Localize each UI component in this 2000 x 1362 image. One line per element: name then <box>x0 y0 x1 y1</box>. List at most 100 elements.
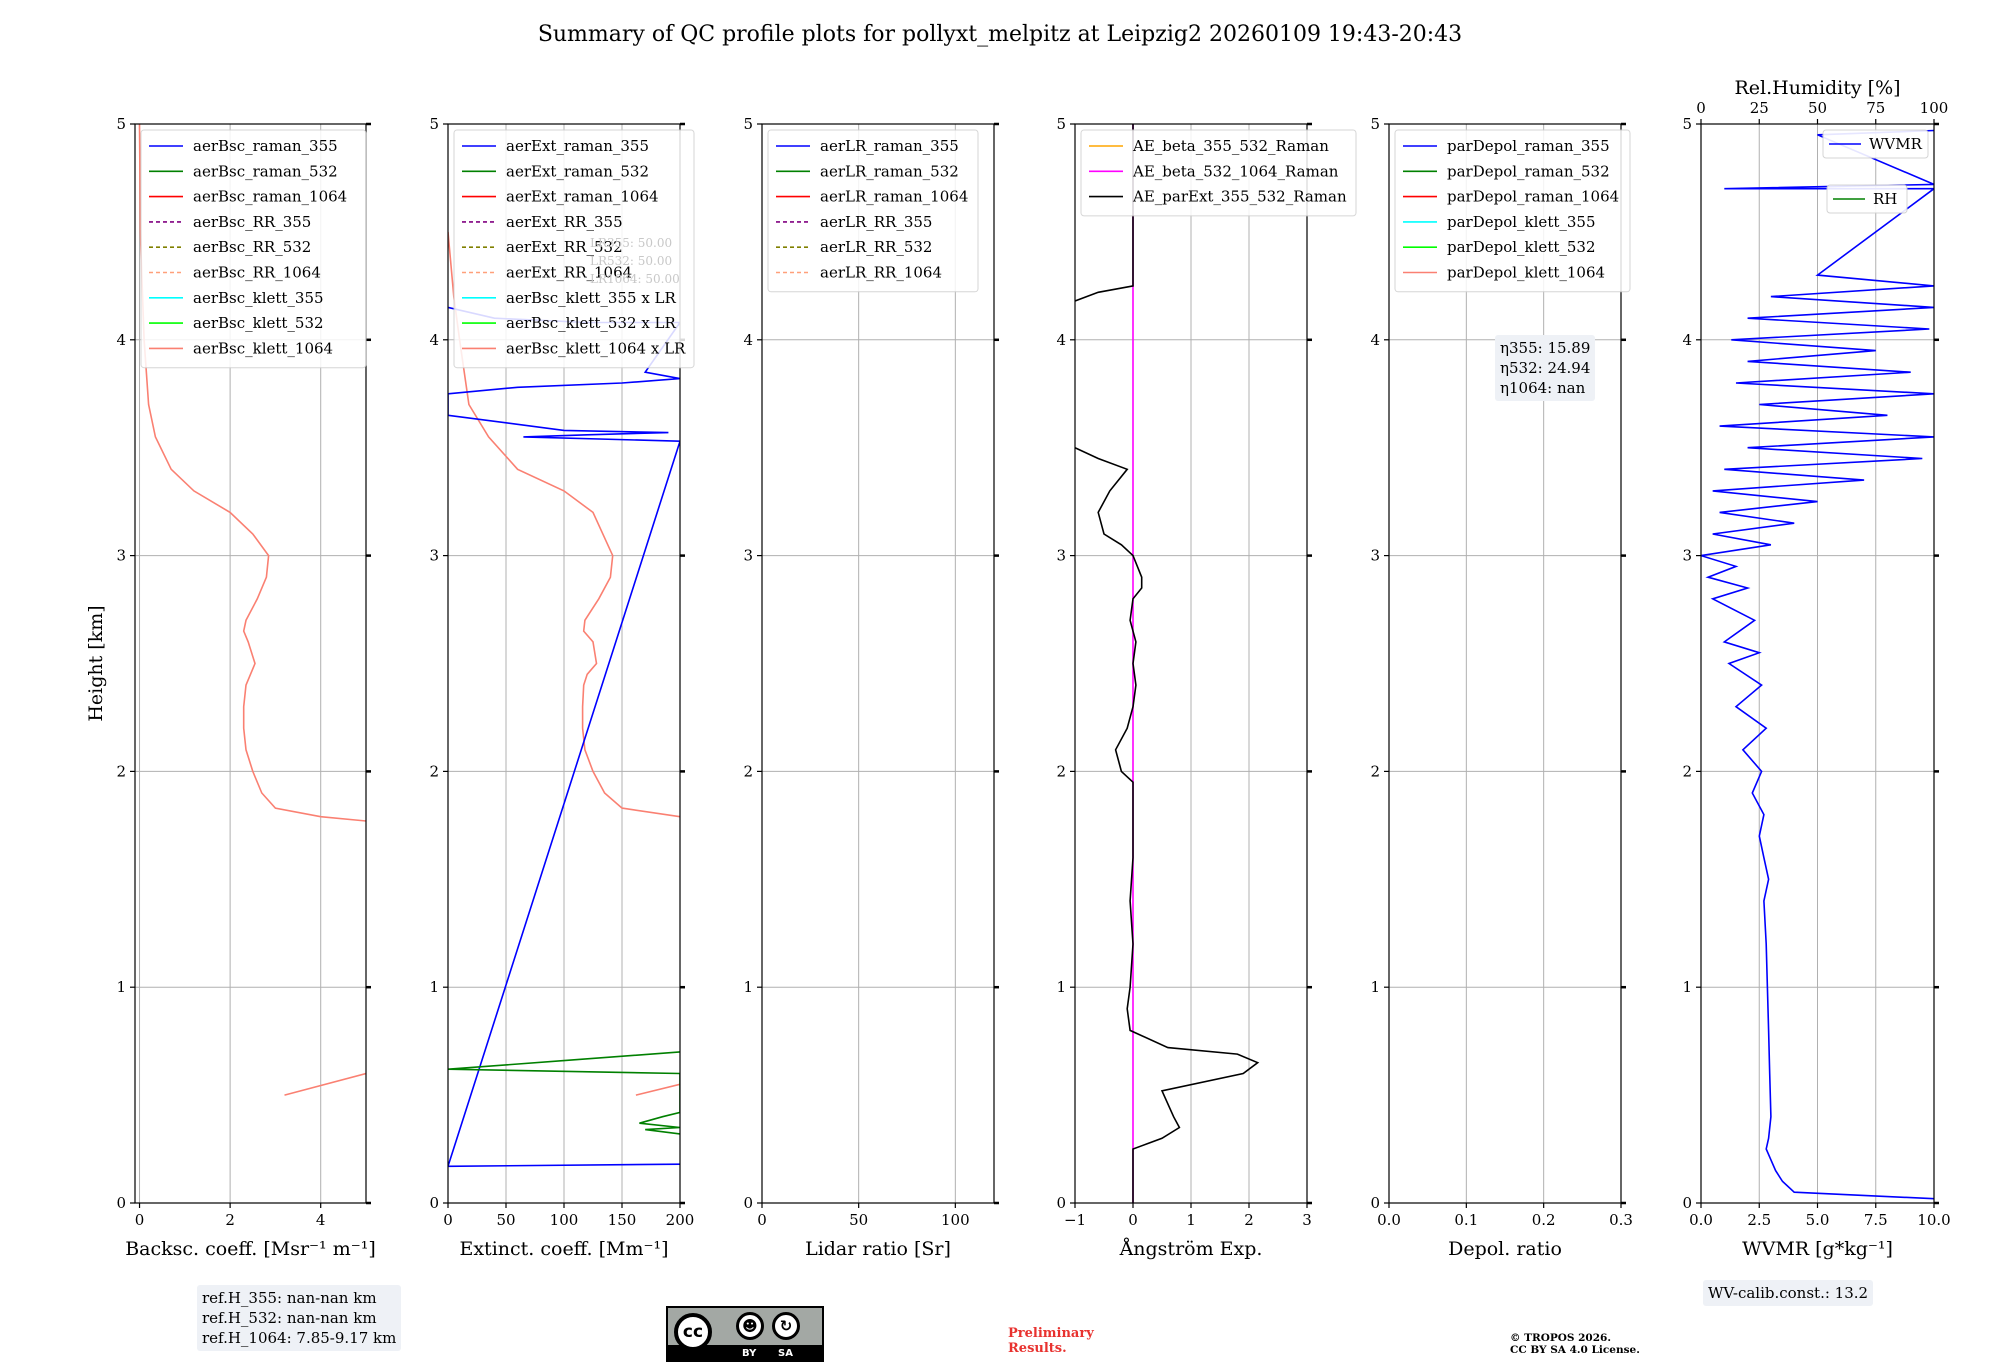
legend-entry: aerBsc_klett_1064 <box>193 339 333 357</box>
legend-entry: aerExt_raman_1064 <box>506 188 659 206</box>
copyright-note: © TROPOS 2026. CC BY SA 4.0 License. <box>1510 1332 1640 1356</box>
wv-calib-box: WV-calib.const.: 13.2 <box>1703 1280 1874 1306</box>
legend-box <box>453 129 695 369</box>
y-tick-label: 1 <box>116 978 126 996</box>
x-tick-label: 0.2 <box>1532 1211 1556 1229</box>
eta-532: η532: 24.94 <box>1500 359 1591 377</box>
y-tick-label: 2 <box>1056 762 1066 780</box>
x-axis-label: Extinct. coeff. [Mm⁻¹] <box>459 1238 668 1260</box>
y-tick-label: 3 <box>116 547 126 565</box>
series-aerBsc-klett-1064-low <box>284 1072 366 1096</box>
series-WVMR <box>1701 129 1934 1200</box>
x-tick-label: 7.5 <box>1864 1211 1888 1229</box>
x-tick-label: 1 <box>1186 1211 1196 1229</box>
legend-entry: aerExt_raman_355 <box>506 137 649 155</box>
legend-entry: parDepol_klett_355 <box>1447 213 1596 231</box>
x-axis-label: WVMR [g*kg⁻¹] <box>1742 1238 1893 1260</box>
legend-entry: aerBsc_raman_532 <box>193 162 338 180</box>
y-tick-label: 3 <box>1682 547 1692 565</box>
top-x-tick-label: 100 <box>1920 99 1949 117</box>
x-tick-label: 3 <box>1302 1211 1312 1229</box>
y-tick-label: 1 <box>1370 978 1380 996</box>
legend-box <box>1826 184 1908 214</box>
y-tick-label: 5 <box>743 115 753 133</box>
lr-overlay-text: LR355: 50.00 <box>590 236 672 250</box>
preliminary-note: Preliminary Results. <box>1008 1326 1094 1356</box>
legend-entry: parDepol_raman_532 <box>1447 162 1610 180</box>
cc-logo-icon: cc <box>674 1313 712 1351</box>
top-x-tick-label: 25 <box>1750 99 1769 117</box>
legend-entry: aerBsc_klett_532 x LR <box>506 314 677 332</box>
copyright-line-2: CC BY SA 4.0 License. <box>1510 1344 1640 1356</box>
y-tick-label: 0 <box>429 1194 439 1212</box>
x-tick-label: 4 <box>316 1211 326 1229</box>
x-tick-label: 200 <box>666 1211 695 1229</box>
x-tick-label: 100 <box>941 1211 970 1229</box>
y-tick-label: 0 <box>1056 1194 1066 1212</box>
y-tick-label: 4 <box>743 331 753 349</box>
axes-frame <box>1388 123 1622 1204</box>
legend-entry: aerExt_RR_1064 <box>506 264 632 282</box>
legend-entry: RH <box>1873 190 1897 208</box>
figure-title: Summary of QC profile plots for pollyxt_… <box>537 22 1463 47</box>
legend-entry: aerBsc_klett_532 <box>193 314 324 332</box>
preliminary-line-1: Preliminary <box>1008 1326 1094 1341</box>
lr-overlay-text: LR532: 50.00 <box>590 254 672 268</box>
y-tick-label: 4 <box>116 331 126 349</box>
y-tick-label: 2 <box>429 762 439 780</box>
reference-height-box: ref.H_355: nan-nan km ref.H_532: nan-nan… <box>197 1285 402 1351</box>
legend-entry: parDepol_klett_532 <box>1447 238 1596 256</box>
ref-height-355: ref.H_355: nan-nan km <box>202 1289 377 1307</box>
series-AE-parExt-355-532-Raman-b <box>1075 446 1260 1203</box>
y-tick-label: 3 <box>1370 547 1380 565</box>
cc-badge-band <box>668 1345 822 1360</box>
x-tick-label: −1 <box>1064 1211 1086 1229</box>
x-tick-label: 0.1 <box>1454 1211 1478 1229</box>
x-tick-label: 0 <box>1128 1211 1138 1229</box>
top-x-tick-label: 50 <box>1808 99 1827 117</box>
legend-entry: aerBsc_RR_1064 <box>193 264 321 282</box>
legend-entry: aerBsc_RR_355 <box>193 213 311 231</box>
ref-height-532: ref.H_532: nan-nan km <box>202 1309 377 1327</box>
y-tick-label: 0 <box>1682 1194 1692 1212</box>
series-group <box>1075 124 1260 1203</box>
y-tick-label: 2 <box>116 762 126 780</box>
y-tick-label: 1 <box>429 978 439 996</box>
cc-by-sa-badge: cc ☻ ↻ BY SA <box>666 1306 824 1362</box>
x-tick-label: 50 <box>496 1211 515 1229</box>
series-aerBsc-klett-1064-x-LR <box>448 231 680 818</box>
legend-box <box>767 129 979 293</box>
y-tick-label: 5 <box>116 115 126 133</box>
y-tick-label: 4 <box>1056 331 1066 349</box>
y-tick-label: 5 <box>1370 115 1380 133</box>
y-tick-label: 3 <box>1056 547 1066 565</box>
y-tick-label: 4 <box>1682 331 1692 349</box>
legend-entry: parDepol_raman_355 <box>1447 137 1610 155</box>
by-person-icon: ☻ <box>736 1312 764 1340</box>
y-axis-label: Height [km] <box>85 605 107 721</box>
y-tick-label: 1 <box>1682 978 1692 996</box>
y-tick-label: 0 <box>116 1194 126 1212</box>
x-tick-label: 0 <box>443 1211 453 1229</box>
legend-entry: aerLR_RR_355 <box>820 213 932 231</box>
preliminary-line-2: Results. <box>1008 1341 1067 1356</box>
legend-entry: aerLR_RR_532 <box>820 238 932 256</box>
y-tick-label: 1 <box>1056 978 1066 996</box>
y-tick-label: 0 <box>743 1194 753 1212</box>
x-tick-label: 0.3 <box>1609 1211 1633 1229</box>
top-axis-label: Rel.Humidity [%] <box>1734 77 1900 99</box>
x-tick-label: 150 <box>608 1211 637 1229</box>
y-tick-label: 4 <box>1370 331 1380 349</box>
legend-entry: aerBsc_klett_355 <box>193 289 324 307</box>
ref-height-1064: ref.H_1064: 7.85-9.17 km <box>202 1329 397 1347</box>
panel-5: 0 1 2 3 4 5 0.0 0.1 0.2 0.3 Depol. ratio parDepol_r… <box>1370 115 1632 1260</box>
axes-frame <box>761 123 995 1204</box>
series-aerExt-raman-532 <box>448 1051 680 1135</box>
series-group <box>138 124 366 1096</box>
legend-entry: WVMR <box>1869 135 1923 153</box>
panel-6: 0 1 2 3 4 5 0.0 2.5 5.0 7.5 10.0 WVMR [g*kg⁻¹] 0 25 50… <box>1682 77 1950 1260</box>
sa-label: SA <box>778 1348 793 1359</box>
top-x-tick-label: 75 <box>1866 99 1885 117</box>
y-tick-label: 3 <box>743 547 753 565</box>
